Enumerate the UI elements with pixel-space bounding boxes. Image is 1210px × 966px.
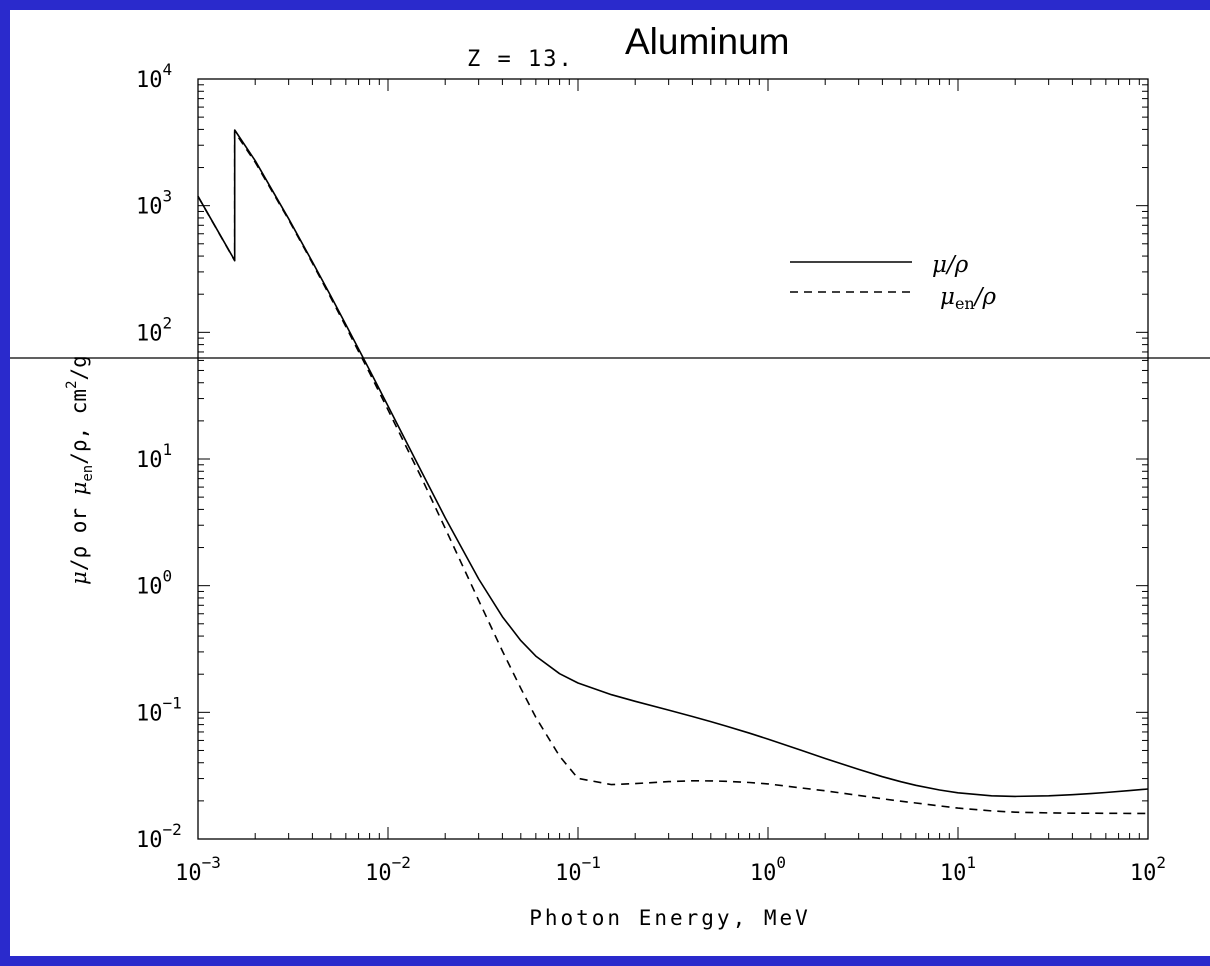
x-axis-label: Photon Energy, MeV xyxy=(529,906,811,930)
chart-panel: 10−3 10−2 10−1 100 101 102 10−2 10−1 100 101 102 1… xyxy=(10,10,1210,956)
x-tick-label: 10−3 xyxy=(175,853,221,886)
legend-label-muen-rho: μen/ρ xyxy=(940,284,996,313)
y-tick-label: 103 xyxy=(136,187,172,220)
y-tick-label: 104 xyxy=(136,60,172,93)
y-tick-label: 10−1 xyxy=(136,693,182,726)
x-tick-label: 102 xyxy=(1130,853,1166,886)
series-line-muen-rho xyxy=(197,131,1149,815)
x-tick-label: 10−1 xyxy=(555,853,601,886)
legend-label-mu-rho: μ/ρ xyxy=(932,252,969,278)
y-tick-label: 100 xyxy=(136,567,172,600)
series-line-mu-rho xyxy=(197,129,1149,798)
chart-title-z: Z = 13. xyxy=(467,47,574,72)
y-tick-label: 101 xyxy=(136,440,172,473)
x-tick-labels: 10−3 10−2 10−1 100 101 102 xyxy=(175,853,1166,886)
y-tick-label: 102 xyxy=(136,313,172,346)
legend: μ/ρ μen/ρ xyxy=(790,252,996,313)
x-tick-label: 100 xyxy=(750,853,786,886)
y-tick-label: 10−2 xyxy=(136,820,182,853)
y-tick-labels: 10−2 10−1 100 101 102 103 104 xyxy=(136,60,182,853)
x-tick-label: 101 xyxy=(940,853,976,886)
plot-frame xyxy=(197,78,1149,840)
x-tick-label: 10−2 xyxy=(365,853,411,886)
plot-area xyxy=(197,78,1149,840)
attenuation-chart: 10−3 10−2 10−1 100 101 102 10−210−11001011021… xyxy=(10,21,1210,930)
series-layer xyxy=(197,129,1149,815)
y-axis-label: μ/ρ or μen/ρ, cm2/g xyxy=(64,355,96,585)
tick-marks xyxy=(197,79,1148,840)
chart-title-element: Aluminum xyxy=(625,21,790,62)
